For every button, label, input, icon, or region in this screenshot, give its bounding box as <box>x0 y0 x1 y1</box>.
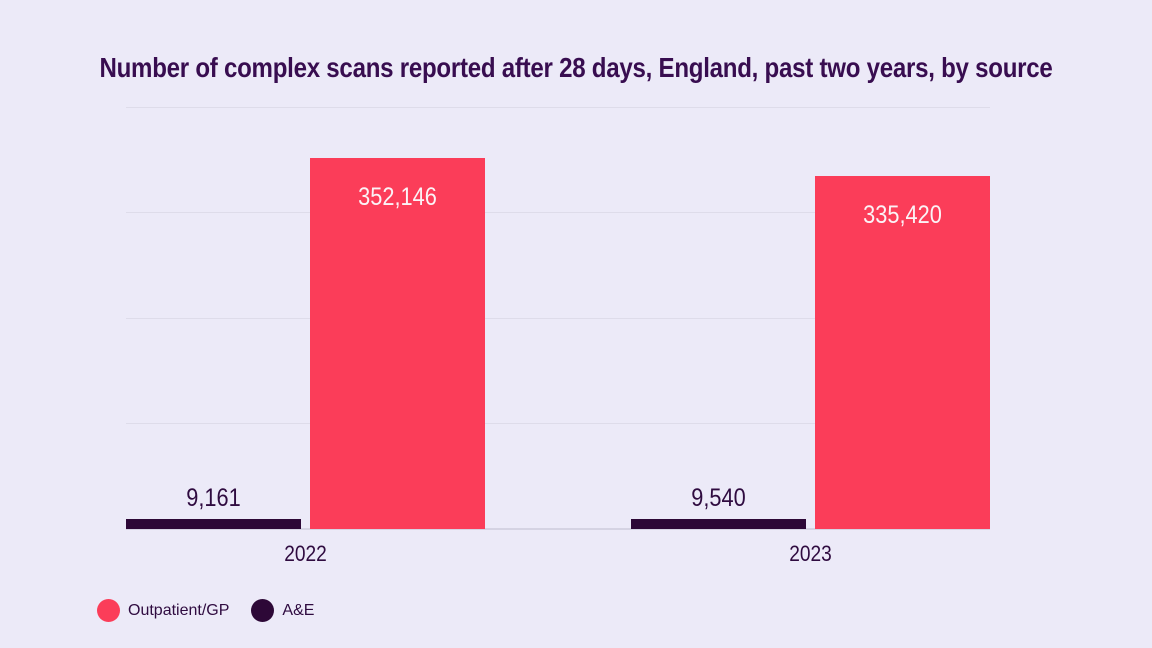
bar-a-e-2022 <box>126 519 301 529</box>
legend-item-ae: A&E <box>251 599 314 622</box>
legend-label-ae: A&E <box>282 601 315 619</box>
chart-title: Number of complex scans reported after 2… <box>99 51 1053 83</box>
plot-area: 9,161 352,146 2022 9,540 335,420 2023 <box>126 107 990 566</box>
gridline-400000 <box>126 107 990 108</box>
x-axis-baseline <box>126 528 990 530</box>
gridline-300000 <box>126 212 990 214</box>
x-tick-label-2023: 2023 <box>789 541 832 566</box>
outpatient-gp-swatch-icon <box>97 599 120 622</box>
bar-a-e-2023 <box>631 518 806 529</box>
gridline-100000 <box>126 422 990 424</box>
value-label-a-e-2023: 9,540 <box>691 483 746 512</box>
legend-item-outpatient-gp: Outpatient/GP <box>97 599 229 622</box>
gridline-200000 <box>126 317 990 319</box>
legend: Outpatient/GP A&E <box>97 599 314 622</box>
bar-outpatient-gp-2022 <box>310 158 485 529</box>
ae-swatch-icon <box>251 599 275 622</box>
value-label-outpatient-gp-2023: 335,420 <box>863 200 942 229</box>
bar-outpatient-gp-2023 <box>815 175 990 529</box>
value-label-outpatient-gp-2022: 352,146 <box>358 183 437 212</box>
x-tick-label-2022: 2022 <box>284 541 327 566</box>
value-label-a-e-2022: 9,161 <box>186 484 241 513</box>
legend-label-outpatient-gp: Outpatient/GP <box>128 601 230 619</box>
